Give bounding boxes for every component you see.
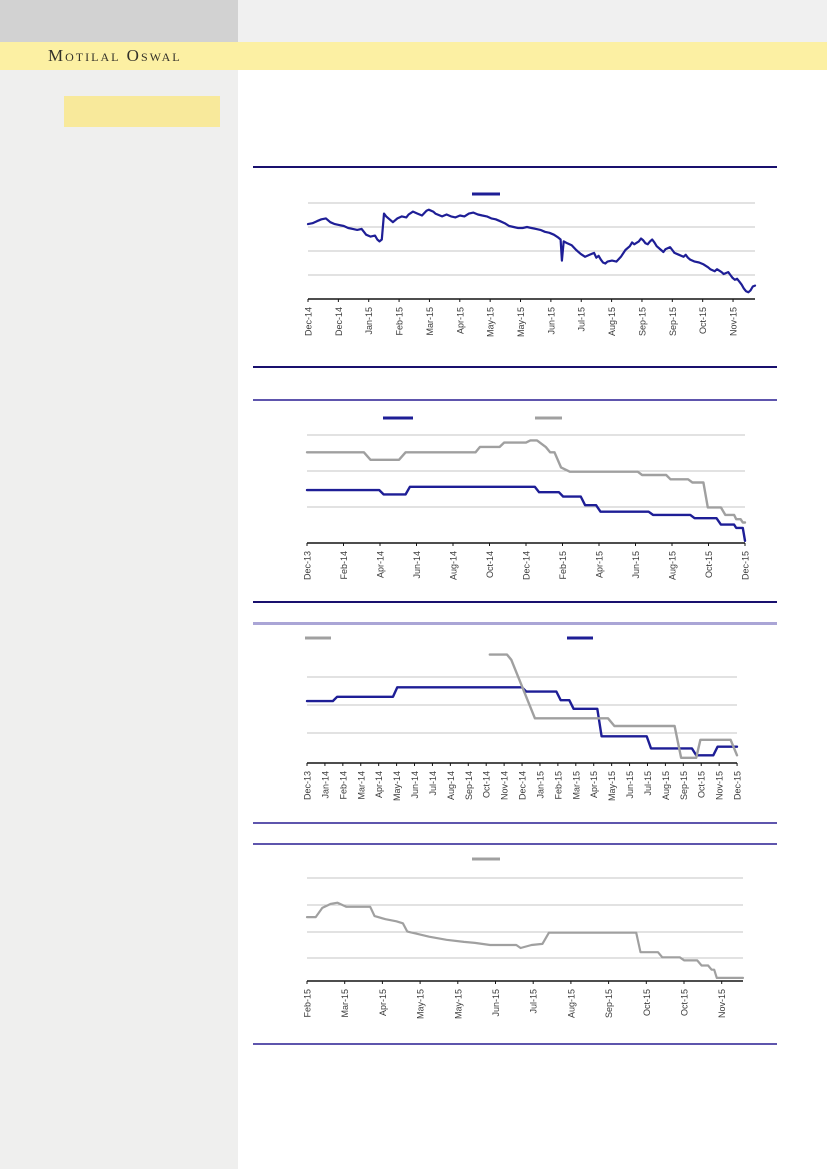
x-tick-label: Apr-15 bbox=[589, 771, 599, 798]
sidebar-highlight-box bbox=[64, 96, 220, 127]
x-tick-label: Sep-15 bbox=[668, 307, 678, 336]
x-tick-label: Sep-15 bbox=[637, 307, 647, 336]
chart-canvas: Dec-13 Feb-14 Apr-14 Jun-14 Aug-14 Oct-14 Dec-… bbox=[303, 416, 751, 580]
x-tick-label: Sep-14 bbox=[464, 771, 474, 800]
section-divider bbox=[253, 399, 777, 401]
line-chart-4: Feb-15 Mar-15 Apr-15 May-15 May-15 Jun-15 Jul-… bbox=[253, 845, 777, 1044]
chart-canvas: Dec-14 Dec-14 Jan-15 Feb-15 Mar-15 Apr-15 May-… bbox=[304, 192, 757, 337]
x-tick-label: Feb-14 bbox=[339, 551, 349, 580]
x-tick-label: Dec-14 bbox=[334, 307, 344, 336]
brand-logo-text: Motilal Oswal bbox=[48, 46, 182, 65]
section-divider bbox=[253, 601, 777, 603]
section-divider bbox=[253, 822, 777, 824]
x-tick-label: Jul-15 bbox=[643, 771, 653, 796]
x-tick-label: May-15 bbox=[607, 771, 617, 801]
series-line-gray bbox=[305, 901, 745, 979]
series-line-gray bbox=[305, 439, 747, 524]
x-tick-label: Sep-15 bbox=[604, 989, 614, 1018]
series-line-navy bbox=[305, 485, 747, 543]
section-divider bbox=[253, 1043, 777, 1045]
x-tick-label: Feb-15 bbox=[395, 307, 405, 336]
x-tick-label: Sep-15 bbox=[679, 771, 689, 800]
series-line-navy bbox=[305, 686, 739, 757]
x-tick-label: Aug-14 bbox=[449, 551, 459, 580]
x-tick-label: Feb-15 bbox=[303, 989, 313, 1018]
x-tick-label: Nov-15 bbox=[715, 771, 725, 800]
x-tick-label: May-15 bbox=[416, 989, 426, 1019]
line-chart-3: Dec-13 Jan-14 Feb-14 Mar-14 Apr-14 May-14 Jun-… bbox=[253, 623, 777, 844]
x-tick-label: Dec-14 bbox=[518, 771, 528, 800]
x-tick-label: Dec-13 bbox=[303, 771, 313, 800]
x-tick-label: Jun-15 bbox=[546, 307, 556, 335]
x-tick-label: May-14 bbox=[392, 771, 402, 801]
x-tick-label: Jan-15 bbox=[364, 307, 374, 335]
x-tick-label: Apr-15 bbox=[595, 551, 605, 578]
chart-canvas: Dec-13 Jan-14 Feb-14 Mar-14 Apr-14 May-14 Jun-… bbox=[303, 636, 743, 801]
x-tick-label: Jul-14 bbox=[428, 771, 438, 796]
x-tick-label: Apr-14 bbox=[376, 551, 386, 578]
chart-canvas: Feb-15 Mar-15 Apr-15 May-15 May-15 Jun-15 Jul-… bbox=[303, 857, 745, 1019]
x-tick-label: Aug-15 bbox=[661, 771, 671, 800]
x-tick-label: May-15 bbox=[453, 989, 463, 1019]
header-light-strip bbox=[238, 0, 827, 42]
x-tick-label: Aug-15 bbox=[668, 551, 678, 580]
x-tick-label: Oct-14 bbox=[485, 551, 495, 578]
x-tick-label: Oct-15 bbox=[698, 307, 708, 334]
x-tick-label: May-15 bbox=[516, 307, 526, 337]
x-tick-label: Apr-14 bbox=[374, 771, 384, 798]
x-tick-label: Mar-15 bbox=[571, 771, 581, 800]
x-tick-label: Mar-15 bbox=[425, 307, 435, 336]
x-tick-label: Jan-14 bbox=[320, 771, 330, 799]
x-tick-label: Mar-14 bbox=[356, 771, 366, 800]
x-tick-label: Oct-15 bbox=[704, 551, 714, 578]
x-tick-label: Feb-15 bbox=[558, 551, 568, 580]
x-tick-label: Jun-14 bbox=[410, 771, 420, 799]
x-tick-label: Dec-13 bbox=[303, 551, 313, 580]
x-tick-label: Nov-15 bbox=[729, 307, 739, 336]
x-tick-label: Mar-15 bbox=[340, 989, 350, 1018]
left-sidebar-background bbox=[0, 0, 238, 1169]
x-tick-label: Dec-14 bbox=[304, 307, 314, 336]
x-tick-label: Jun-15 bbox=[631, 551, 641, 579]
x-tick-label: Dec-15 bbox=[741, 551, 751, 580]
x-tick-label: Aug-14 bbox=[446, 771, 456, 800]
x-tick-label: Jul-15 bbox=[529, 989, 539, 1014]
x-tick-label: Jun-14 bbox=[412, 551, 422, 579]
series-line-navy bbox=[306, 208, 757, 294]
x-tick-label: Jun-15 bbox=[491, 989, 501, 1017]
x-tick-label: Apr-15 bbox=[378, 989, 388, 1016]
x-tick-label: Oct-15 bbox=[642, 989, 652, 1016]
x-tick-label: Oct-14 bbox=[482, 771, 492, 798]
x-tick-label: Feb-15 bbox=[553, 771, 563, 800]
x-tick-label: Jan-15 bbox=[535, 771, 545, 799]
series-line-gray bbox=[488, 653, 739, 760]
x-tick-label: May-15 bbox=[486, 307, 496, 337]
x-tick-label: Dec-15 bbox=[733, 771, 743, 800]
brand-band bbox=[0, 42, 827, 70]
section-divider bbox=[253, 366, 777, 368]
section-divider bbox=[253, 622, 777, 625]
x-tick-label: Feb-14 bbox=[338, 771, 348, 800]
x-tick-label: Dec-14 bbox=[522, 551, 532, 580]
x-tick-label: Apr-15 bbox=[455, 307, 465, 334]
section-divider bbox=[253, 166, 777, 168]
x-tick-label: Jul-15 bbox=[577, 307, 587, 332]
x-tick-label: Aug-15 bbox=[607, 307, 617, 336]
x-tick-label: Nov-15 bbox=[717, 989, 727, 1018]
line-chart-1: Dec-14 Dec-14 Jan-15 Feb-15 Mar-15 Apr-15 May-… bbox=[253, 167, 777, 367]
line-chart-2: Dec-13 Feb-14 Apr-14 Jun-14 Aug-14 Oct-14 Dec-… bbox=[253, 401, 777, 622]
x-tick-label: Aug-15 bbox=[566, 989, 576, 1018]
section-divider bbox=[253, 843, 777, 845]
header-gray-block bbox=[0, 0, 238, 42]
x-tick-label: Oct-15 bbox=[680, 989, 690, 1016]
x-tick-label: Jun-15 bbox=[625, 771, 635, 799]
x-tick-label: Oct-15 bbox=[697, 771, 707, 798]
x-tick-label: Nov-14 bbox=[500, 771, 510, 800]
